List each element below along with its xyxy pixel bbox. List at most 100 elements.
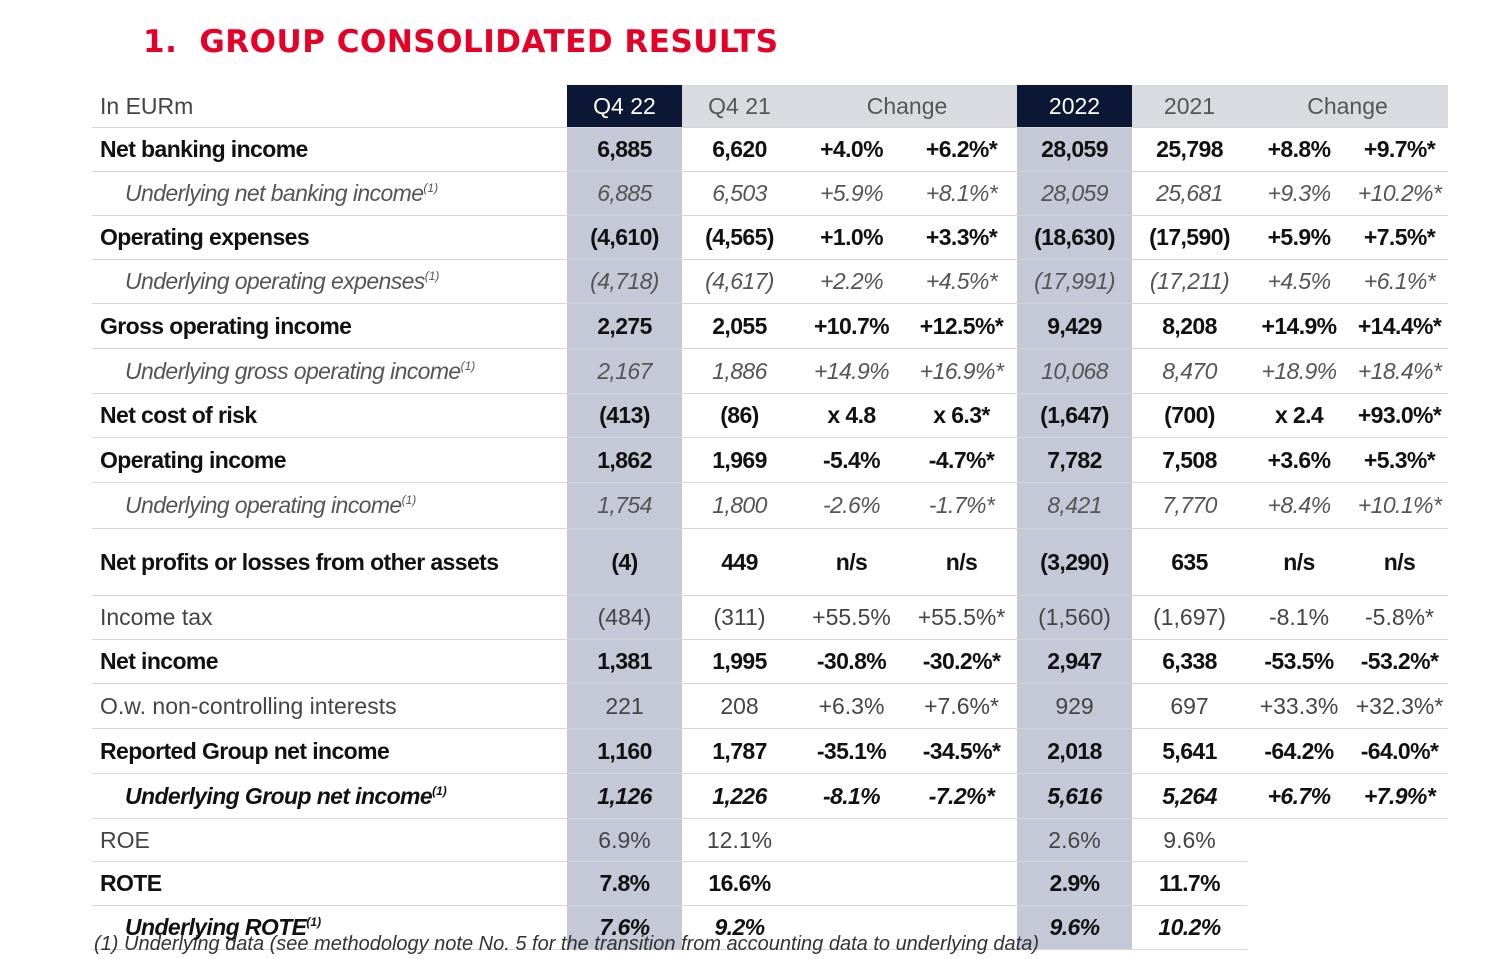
table-row: Underlying operating expenses(1) (4,718)(… [92,259,1449,304]
table-row: Underlying operating income(1) 1,754 1,800… [92,482,1449,529]
table-cell: 9.6% [1017,905,1133,950]
table-row: Net cost of risk (413) (86) x 4.8 x 6.3* (1,6… [92,393,1449,438]
table-cell: +7.6%* [906,683,1018,729]
table-cell: -8.1% [797,773,906,819]
table-cell: +55.5% [797,595,906,640]
table-cell: n/s [1351,528,1449,596]
row-label: O.w. non-controlling interests [92,683,567,729]
table-cell: 7,770 [1132,482,1248,529]
table-cell: 25,798 [1132,127,1248,172]
footnote-marker: (1) [401,493,417,507]
table-cell: +14.9% [1247,303,1352,349]
table-cell: +2.2% [797,259,906,304]
table-cell: 6,885 [567,127,682,172]
table-cell: 2,018 [1017,728,1133,774]
table-cell: 28,059 [1017,127,1133,172]
table-cell: -30.8% [797,639,906,684]
table-cell: 1,800 [682,482,797,529]
table-cell: (4) [567,528,682,596]
table-cell: 2.6% [1017,818,1133,862]
table-cell: +6.3% [797,683,906,729]
table-cell: 25,681 [1132,171,1248,216]
table-cell: (311) [682,595,797,640]
row-label: Net banking income [92,127,567,172]
table-cell: +4.5%* [906,259,1018,304]
table-cell: x 2.4 [1247,393,1352,438]
table-cell: 8,470 [1132,348,1248,394]
table-cell: +6.1%* [1351,259,1449,304]
table-cell: +33.3% [1247,683,1352,729]
table-cell: -8.1% [1247,595,1352,640]
table-cell: +10.1%* [1351,482,1449,529]
table-cell: 9.6% [1132,818,1248,862]
table-cell: 1,969 [682,437,797,483]
col-header-change-year: Change [1247,85,1449,128]
table-cell: +14.9% [797,348,906,394]
table-cell: -1.7%* [906,482,1018,529]
row-label-text: Net profits or losses from other assets [100,548,499,575]
table-cell [906,861,1018,906]
table-cell [1351,862,1448,906]
table-cell: +5.9% [1247,215,1352,260]
table-cell: +5.9% [797,171,906,216]
footnote-marker: (1) [423,181,439,195]
section-title: 1. GROUP CONSOLIDATED RESULTS [143,24,779,60]
table-cell: +18.4%* [1351,348,1449,394]
table-cell [1247,906,1351,950]
col-header-q4-22: Q4 22 [567,85,682,128]
table-cell: (17,991) [1017,259,1133,304]
table-cell: 697 [1132,683,1248,729]
col-header-2022: 2022 [1017,85,1133,128]
row-label-text: ROTE [100,870,162,896]
table-cell: +18.9% [1247,348,1352,394]
table-cell: 28,059 [1017,171,1133,216]
table-row: Net profits or losses from other assets (… [92,528,1449,596]
table-cell: +9.3% [1247,171,1352,216]
row-label-text: Underlying ROTE [125,914,307,940]
table-cell: +14.4%* [1351,303,1449,349]
table-cell: -53.2%* [1351,639,1449,684]
table-cell: +9.7%* [1351,127,1449,172]
table-cell: 635 [1132,528,1248,596]
row-label-text: Operating income [100,446,287,473]
table-cell: +55.5%* [906,595,1018,640]
table-cell: (1,560) [1017,595,1133,640]
table-cell: 1,381 [567,639,682,684]
table-cell: 2,055 [682,303,797,349]
table-cell: x 4.8 [797,393,906,438]
row-label: Operating expenses [92,215,567,260]
table-cell: 6,338 [1132,639,1248,684]
table-cell: (413) [567,393,682,438]
table-cell: 1,160 [567,728,682,774]
row-label-text: Gross operating income [100,312,352,339]
table-cell: 2,947 [1017,639,1133,684]
table-cell: 1,787 [682,728,797,774]
table-cell: +1.0% [797,215,906,260]
table-cell: 1,862 [567,437,682,483]
table-row: Underlying Group net income(1) 1,126 1,226… [92,773,1449,819]
row-label-text: Underlying operating expenses [125,268,425,294]
row-label-text: O.w. non-controlling interests [100,692,397,719]
row-label: Underlying Group net income(1) [92,773,567,819]
table-cell: +8.1%* [906,171,1018,216]
table-cell [1247,819,1351,862]
table-cell: 7.6% [567,905,682,950]
table-cell: 7,782 [1017,437,1133,483]
table-cell: -34.5%* [906,728,1018,774]
col-header-change-quarter: Change [797,85,1018,128]
row-label: Net profits or losses from other assets [92,528,567,596]
row-label: Net income [92,639,567,684]
row-label-text: Net cost of risk [100,402,257,428]
row-label: Gross operating income [92,303,567,349]
row-label-text: Underlying gross operating income [125,357,461,384]
table-cell: +10.7% [797,303,906,349]
footnote-marker: (1) [424,269,440,283]
footnote-marker: (1) [306,915,322,929]
row-label-text: Underlying Group net income [125,782,433,809]
table-cell: (4,565) [682,215,797,260]
table-cell: 6.9% [567,818,682,862]
table-cell: 449 [682,528,797,596]
table-row: Gross operating income 2,275 2,055 +10.7% +1… [92,303,1449,349]
table-row: Reported Group net income 1,160 1,787 -35.1… [92,728,1449,774]
table-cell: 2,167 [567,348,682,394]
